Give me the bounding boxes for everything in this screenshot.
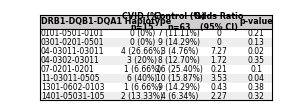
Bar [40, 47, 272, 56]
Text: 0: 0 [216, 38, 221, 47]
Text: 3 (4.76%): 3 (4.76%) [160, 47, 198, 56]
Bar [40, 29, 272, 38]
Text: 9 (14.29%): 9 (14.29%) [158, 38, 200, 47]
Text: 3 (20%): 3 (20%) [127, 56, 157, 65]
Text: 0.32: 0.32 [248, 91, 265, 101]
Text: 0: 0 [216, 29, 221, 38]
Text: 4 (26.66%): 4 (26.66%) [121, 47, 163, 56]
Bar [40, 38, 272, 47]
Text: 0.13: 0.13 [248, 38, 265, 47]
Bar [40, 74, 272, 83]
Text: 0101-0501-0101: 0101-0501-0101 [41, 29, 104, 38]
Text: 11-03011-0505: 11-03011-0505 [41, 74, 100, 83]
Text: DRB1-DQB1-DQA1 Haplotype: DRB1-DQB1-DQA1 Haplotype [41, 17, 171, 26]
Text: 0.02: 0.02 [248, 47, 265, 56]
Text: 0.43: 0.43 [210, 83, 227, 92]
Text: 16 (25.40%): 16 (25.40%) [156, 65, 203, 74]
Text: 0 (0%): 0 (0%) [130, 38, 155, 47]
Text: 7 (11.11%): 7 (11.11%) [158, 29, 200, 38]
Text: CVID (%)
n=15: CVID (%) n=15 [122, 12, 162, 32]
Bar [40, 56, 272, 65]
Text: 1 (6.66%): 1 (6.66%) [124, 65, 161, 74]
Text: Control (%)
n=63: Control (%) n=63 [154, 12, 205, 32]
Text: 04-0302-03011: 04-0302-03011 [41, 56, 100, 65]
Text: 6 (40%): 6 (40%) [127, 74, 157, 83]
Text: 0 (0%): 0 (0%) [130, 29, 155, 38]
Text: 0.04: 0.04 [248, 74, 265, 83]
Bar [40, 65, 272, 74]
Text: 0.38: 0.38 [248, 83, 265, 92]
Text: 07-0201-0201: 07-0201-0201 [41, 65, 95, 74]
Text: 2.27: 2.27 [211, 91, 227, 101]
Text: 3.53: 3.53 [210, 74, 227, 83]
Text: 1 (6.66%): 1 (6.66%) [124, 83, 161, 92]
Text: 4 (6.34%): 4 (6.34%) [160, 91, 198, 101]
Text: 1301-0602-0103: 1301-0602-0103 [41, 83, 104, 92]
Text: 1.72: 1.72 [211, 56, 227, 65]
Text: 04-03011-03011: 04-03011-03011 [41, 47, 104, 56]
Text: 2 (13.33%): 2 (13.33%) [121, 91, 163, 101]
Text: 10 (15.87%): 10 (15.87%) [156, 74, 203, 83]
Text: 0.1: 0.1 [250, 65, 262, 74]
Text: p-value: p-value [239, 17, 273, 26]
Text: 9 (14.29%): 9 (14.29%) [158, 83, 200, 92]
Text: Odds Ratio
(95% CI): Odds Ratio (95% CI) [194, 12, 244, 32]
Text: 0.21: 0.21 [248, 29, 264, 38]
Bar [40, 92, 272, 100]
Text: 0.35: 0.35 [248, 56, 265, 65]
Text: 1401-05031-105: 1401-05031-105 [41, 91, 104, 101]
Text: 7.27: 7.27 [210, 47, 227, 56]
Text: 8 (12.70%): 8 (12.70%) [158, 56, 200, 65]
Text: 0.21: 0.21 [211, 65, 227, 74]
Bar [40, 83, 272, 92]
Text: 0301-0201-0501: 0301-0201-0501 [41, 38, 104, 47]
Bar [40, 15, 272, 29]
